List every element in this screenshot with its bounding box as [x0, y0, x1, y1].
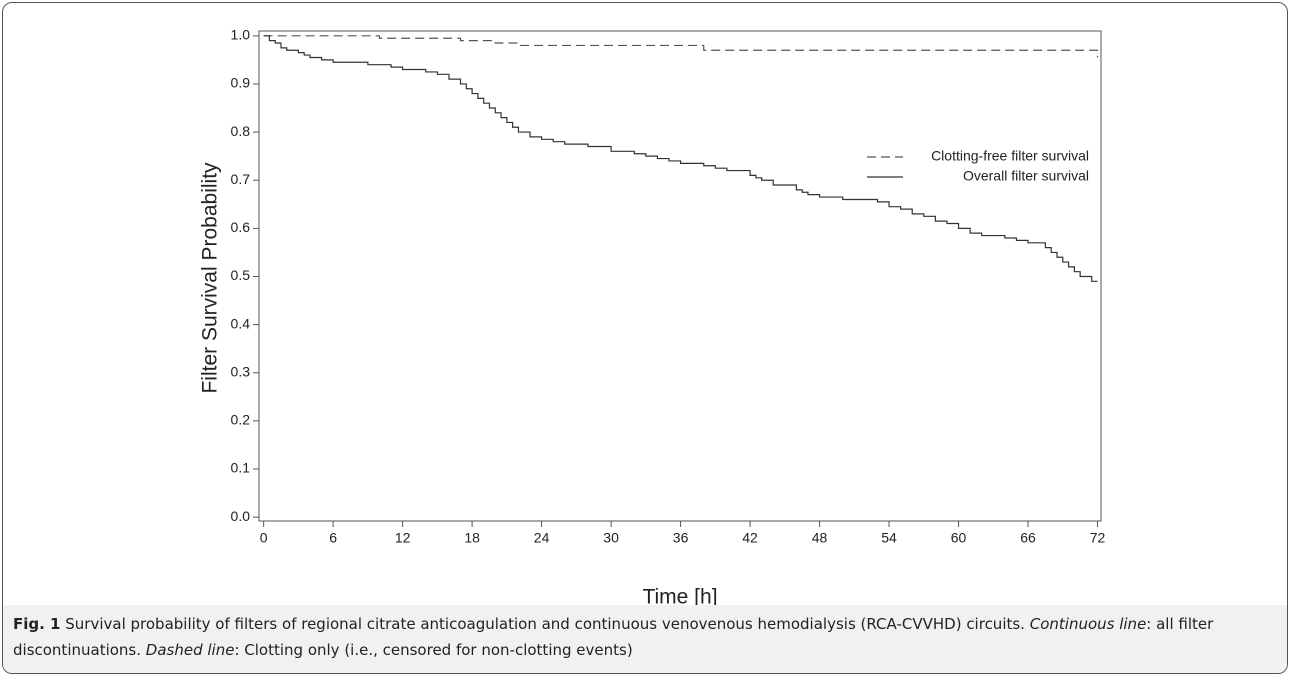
caption-italic: Continuous line: [1029, 615, 1147, 633]
y-tick-label: 0.6: [231, 219, 251, 235]
x-tick-label: 0: [260, 530, 268, 546]
x-tick-label: 66: [1020, 530, 1036, 546]
survival-line: [263, 35, 1098, 282]
y-tick-label: 0.0: [231, 508, 251, 524]
caption-italic: Dashed line: [145, 641, 235, 659]
x-tick-label: 48: [812, 530, 828, 546]
y-tick-label: 0.2: [231, 412, 251, 428]
x-tick-label: 36: [673, 530, 689, 546]
x-tick-label: 30: [603, 530, 619, 546]
x-tick-label: 54: [881, 530, 897, 546]
x-tick-label: 6: [329, 530, 337, 546]
x-tick-label: 72: [1090, 530, 1106, 546]
y-tick-label: 0.9: [231, 75, 251, 91]
y-tick-label: 0.7: [231, 171, 251, 187]
survival-line: [263, 35, 1099, 58]
y-axis-label: Filter Survival Probability: [199, 162, 222, 394]
x-tick-label: 12: [395, 530, 411, 546]
legend-label: Overall filter survival: [963, 168, 1089, 184]
y-tick-label: 1.0: [231, 27, 251, 43]
caption-text: Survival probability of filters of regio…: [65, 615, 1025, 633]
plot-frame: [258, 30, 1102, 522]
x-tick-label: 60: [951, 530, 967, 546]
caption-text: : Clotting only (i.e., censored for non-…: [234, 641, 633, 659]
x-tick-label: 24: [534, 530, 550, 546]
legend-label: Clotting-free filter survival: [931, 148, 1089, 164]
y-tick-label: 0.8: [231, 123, 251, 139]
y-tick-label: 0.4: [231, 315, 251, 331]
x-tick-label: 42: [742, 530, 758, 546]
caption-text: : all filter discontinuations.: [13, 615, 1214, 659]
y-tick-label: 0.1: [231, 460, 251, 476]
x-tick-label: 18: [464, 530, 480, 546]
x-axis-label: Time [h]: [642, 586, 717, 605]
y-tick-label: 0.5: [231, 267, 251, 283]
chart: Filter Survival Probability Time [h] 0.0…: [199, 27, 1106, 605]
caption-label: Fig. 1: [13, 615, 61, 633]
y-tick-label: 0.3: [231, 363, 251, 379]
caption: Fig. 1 Survival probability of filters o…: [3, 605, 1287, 673]
